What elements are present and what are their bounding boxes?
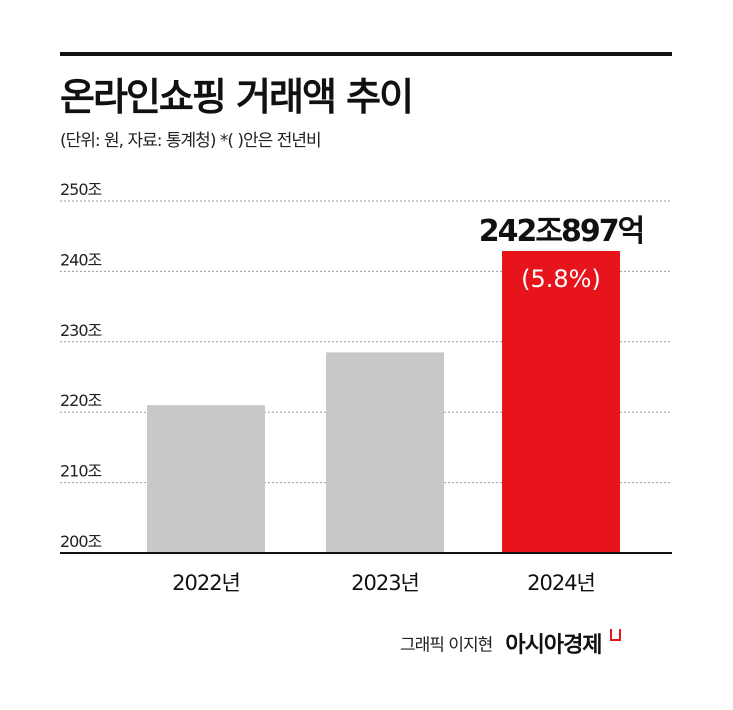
- y-tick-label: 230조: [60, 321, 102, 340]
- brand-mark-icon: [609, 629, 621, 641]
- y-tick-label: 210조: [60, 462, 102, 481]
- bar-change-label: (5.8%): [521, 265, 601, 293]
- bar: [502, 251, 620, 553]
- x-tick-label: 2023년: [351, 571, 419, 595]
- y-tick-label: 250조: [60, 180, 102, 199]
- bar-value-label: 242조897억: [479, 214, 643, 249]
- y-tick-label: 200조: [60, 532, 102, 551]
- credit: 그래픽 이지현 아시아경제: [400, 627, 621, 659]
- x-tick-label: 2024년: [527, 571, 595, 595]
- brand-logo: 아시아경제: [505, 633, 602, 658]
- credit-author: 그래픽 이지현: [400, 635, 493, 656]
- y-tick-label: 220조: [60, 391, 102, 410]
- bar: [326, 352, 444, 553]
- top-rule: [60, 52, 672, 56]
- x-tick-label: 2022년: [172, 571, 240, 595]
- bar: [147, 405, 265, 553]
- chart-title: 온라인쇼핑 거래액 추이: [60, 75, 414, 119]
- chart-subtitle: (단위: 원, 자료: 통계청) *( )안은 전년비: [60, 131, 322, 151]
- y-tick-label: 240조: [60, 250, 102, 269]
